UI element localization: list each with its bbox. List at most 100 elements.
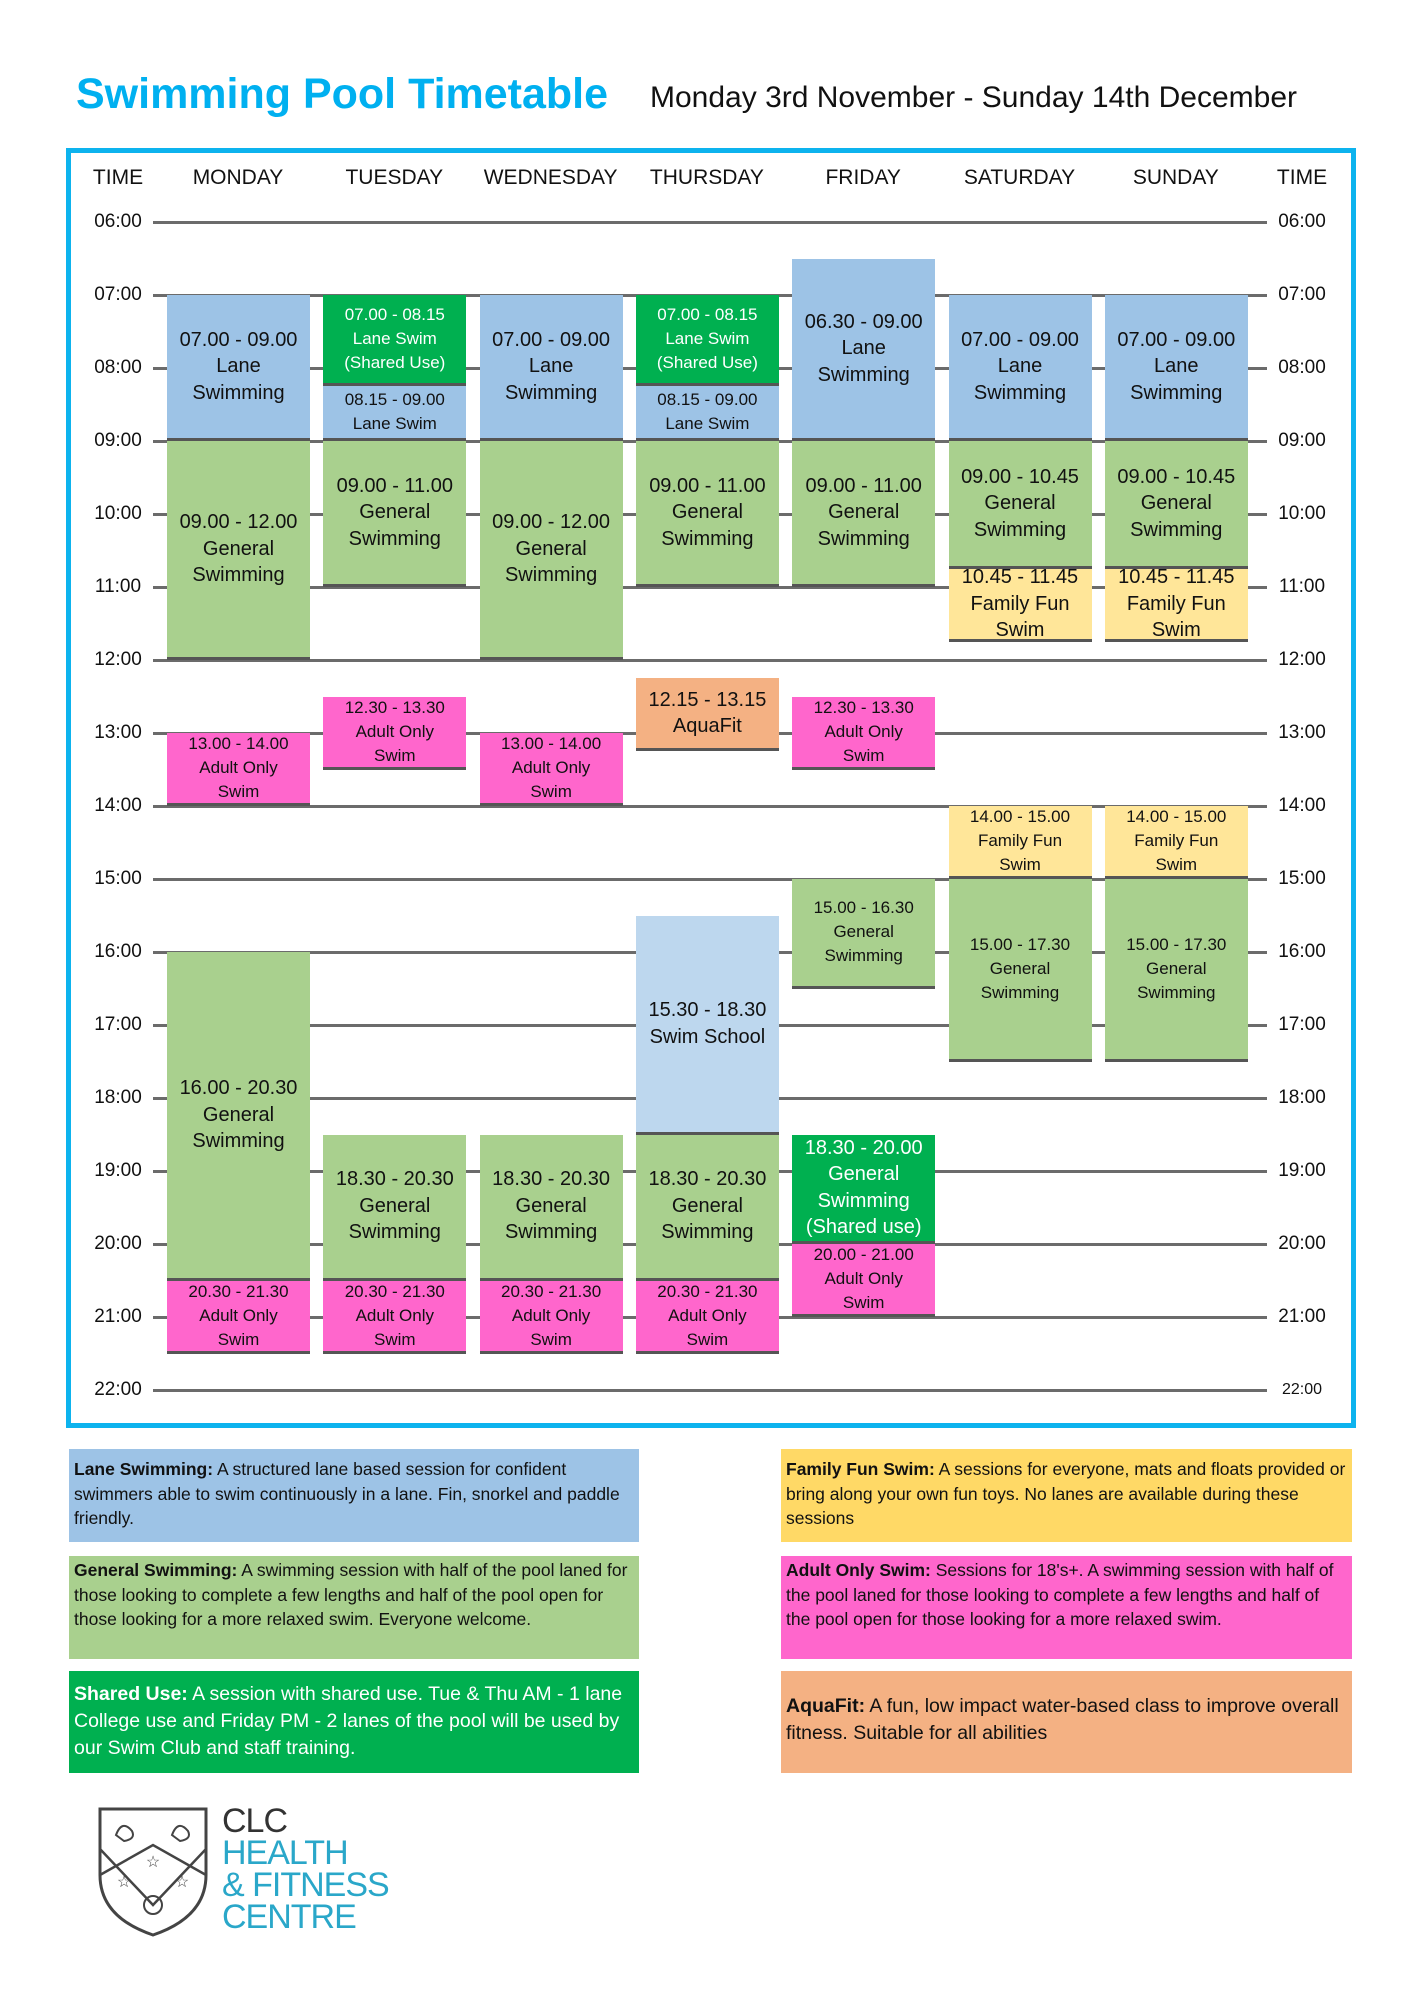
session-text: Adult Only	[199, 758, 278, 777]
legend-family-fun-swim: Family Fun Swim: A sessions for everyone…	[781, 1449, 1352, 1542]
session-text: Swim	[530, 1329, 572, 1349]
time-label-right: 22:00	[1281, 1381, 1323, 1398]
session-text: Lane Swim	[665, 329, 750, 349]
date-range: Monday 3rd November - Sunday 14th Decemb…	[650, 81, 1297, 114]
session-text: 09.00 - 10.45	[1117, 465, 1236, 488]
session-text: 12.15 - 13.15	[648, 688, 767, 711]
session-block-family: 10.45 - 11.45 Family Fun Swim	[1104, 566, 1248, 642]
session-text: 13.00 - 14.00	[188, 734, 289, 753]
time-label-right: 06:00	[1278, 211, 1326, 232]
session-block-general: 18.30 - 20.30 General Swimming	[635, 1134, 779, 1281]
session-text: 15.00 - 16.30	[813, 898, 914, 918]
session-block-lane: 08.15 - 09.00 Lane Swim	[635, 386, 779, 441]
logo-line: CENTRE	[222, 1898, 357, 1936]
session-text: Swimming	[661, 527, 754, 550]
legend-general-swimming: General Swimming: A swimming session wit…	[69, 1556, 639, 1659]
session-text: Swimming	[1137, 982, 1216, 1002]
session-text: Swimming	[1130, 518, 1223, 541]
session-text: Adult Only	[511, 758, 591, 777]
legend-text: Sessions for 18's+. A swimming session w…	[786, 1560, 1334, 1629]
session-block-adult: 20.30 - 21.30 Adult Only Swim	[323, 1280, 467, 1354]
time-label-left: 08:00	[94, 357, 142, 378]
time-label-left: 17:00	[94, 1014, 142, 1035]
time-label-right: 13:00	[1278, 722, 1326, 743]
session-block-shared: 07.00 - 08.15 Lane Swim (Shared Use)	[323, 295, 467, 387]
session-text: 08.15 - 09.00	[657, 390, 758, 410]
session-text: 08.15 - 09.00	[344, 390, 445, 410]
session-text: Family Fun	[977, 831, 1063, 850]
session-text: Swimming	[973, 518, 1067, 541]
session-text: Lane	[841, 337, 886, 359]
session-text: 18.30 - 20.30	[492, 1168, 611, 1191]
session-text: (Shared Use)	[344, 353, 446, 373]
session-text: Family Fun	[1126, 592, 1226, 615]
session-text: Swim	[374, 1329, 416, 1349]
time-label-left: 20:00	[94, 1233, 142, 1254]
session-block-adult: 12.30 - 13.30 Adult Only Swim	[792, 696, 936, 770]
session-block-lane: 06.30 - 09.00 Lane Swimming	[792, 258, 936, 441]
time-label-left: 18:00	[94, 1087, 142, 1108]
session-text: 09.00 - 11.00	[805, 474, 922, 497]
session-text: Swim	[217, 782, 260, 801]
session-text: Adult Only	[824, 721, 903, 741]
session-text: 13.00 - 14.00	[500, 734, 602, 753]
legend-text: A sessions for everyone, mats and floats…	[786, 1459, 1346, 1528]
session-text: Swimming	[1130, 381, 1223, 404]
legend-lane-swimming: Lane Swimming: A structured lane based s…	[69, 1449, 639, 1542]
session-text: Family Fun	[1134, 831, 1219, 850]
session-text: General	[671, 501, 743, 524]
hour-gridline	[153, 221, 1267, 224]
legend-title: AquaFit:	[786, 1695, 866, 1717]
session-block-adult: 12.30 - 13.30 Adult Only Swim	[323, 696, 467, 770]
session-text: 07.00 - 09.00	[492, 328, 611, 351]
session-text: Swimming	[192, 564, 285, 587]
column-header-monday: MONDAY	[192, 166, 284, 189]
time-label-right: 18:00	[1278, 1087, 1326, 1108]
session-text: 10.45 - 11.45	[1118, 566, 1235, 588]
session-text: General	[359, 1194, 431, 1217]
session-text: 14.00 - 15.00	[1126, 807, 1227, 826]
column-header-saturday: SATURDAY	[963, 166, 1076, 189]
session-text: Swimming	[192, 381, 285, 404]
session-block-lane: 08.15 - 09.00 Lane Swim	[323, 386, 467, 441]
session-text: General	[1146, 958, 1207, 978]
session-text: 06.30 - 09.00	[804, 310, 923, 333]
time-label-left: 21:00	[94, 1306, 142, 1327]
session-text: Swimming	[824, 946, 903, 966]
logo-line: CLC	[222, 1802, 288, 1840]
time-label-left: 16:00	[94, 941, 142, 962]
session-text: Swim	[995, 619, 1045, 641]
time-label-right: 11:00	[1278, 576, 1326, 597]
session-text: 15.00 - 17.30	[969, 934, 1071, 954]
session-text: 14.00 - 15.00	[969, 807, 1071, 826]
svg-text:☆: ☆	[146, 1854, 160, 1871]
session-text: Swim	[530, 782, 572, 801]
session-text: Swimming	[348, 527, 441, 550]
session-text: General	[828, 501, 900, 524]
session-text: 07.00 - 09.00	[179, 328, 298, 351]
column-header-wednesday: WEDNESDAY	[483, 166, 618, 189]
column-header-friday: FRIDAY	[825, 166, 901, 189]
session-block-adult: 20.30 - 21.30 Adult Only Swim	[479, 1280, 623, 1354]
session-text: Swimming	[980, 982, 1060, 1002]
legend-shared-use: Shared Use: A session with shared use. T…	[69, 1671, 639, 1773]
session-block-aquafit: 12.15 - 13.15 AquaFit	[635, 678, 779, 752]
legend-title: Lane Swimming:	[74, 1459, 214, 1479]
session-text: Lane Swim	[352, 414, 437, 434]
session-text: Lane Swim	[352, 329, 437, 349]
hour-gridline	[153, 586, 1267, 589]
legend-text: A fun, low impact water-based class to i…	[786, 1695, 1339, 1744]
session-block-general: 09.00 - 12.00 General Swimming	[167, 441, 310, 660]
session-text: General	[671, 1194, 743, 1217]
session-text: Swim	[686, 1329, 729, 1349]
session-text: 07.00 - 09.00	[961, 328, 1079, 351]
session-block-general: 15.00 - 16.30 General Swimming	[792, 879, 936, 989]
time-label-right: 14:00	[1278, 795, 1326, 816]
session-text: 09.00 - 12.00	[492, 511, 611, 534]
session-text: 07.00 - 08.15	[657, 305, 758, 325]
session-text: Lane	[1154, 355, 1199, 378]
session-text: 18.30 - 20.00	[804, 1136, 923, 1159]
column-header-thursday: THURSDAY	[649, 166, 764, 189]
session-text: Swim	[1151, 619, 1201, 641]
session-text: 09.00 - 11.00	[336, 474, 453, 497]
